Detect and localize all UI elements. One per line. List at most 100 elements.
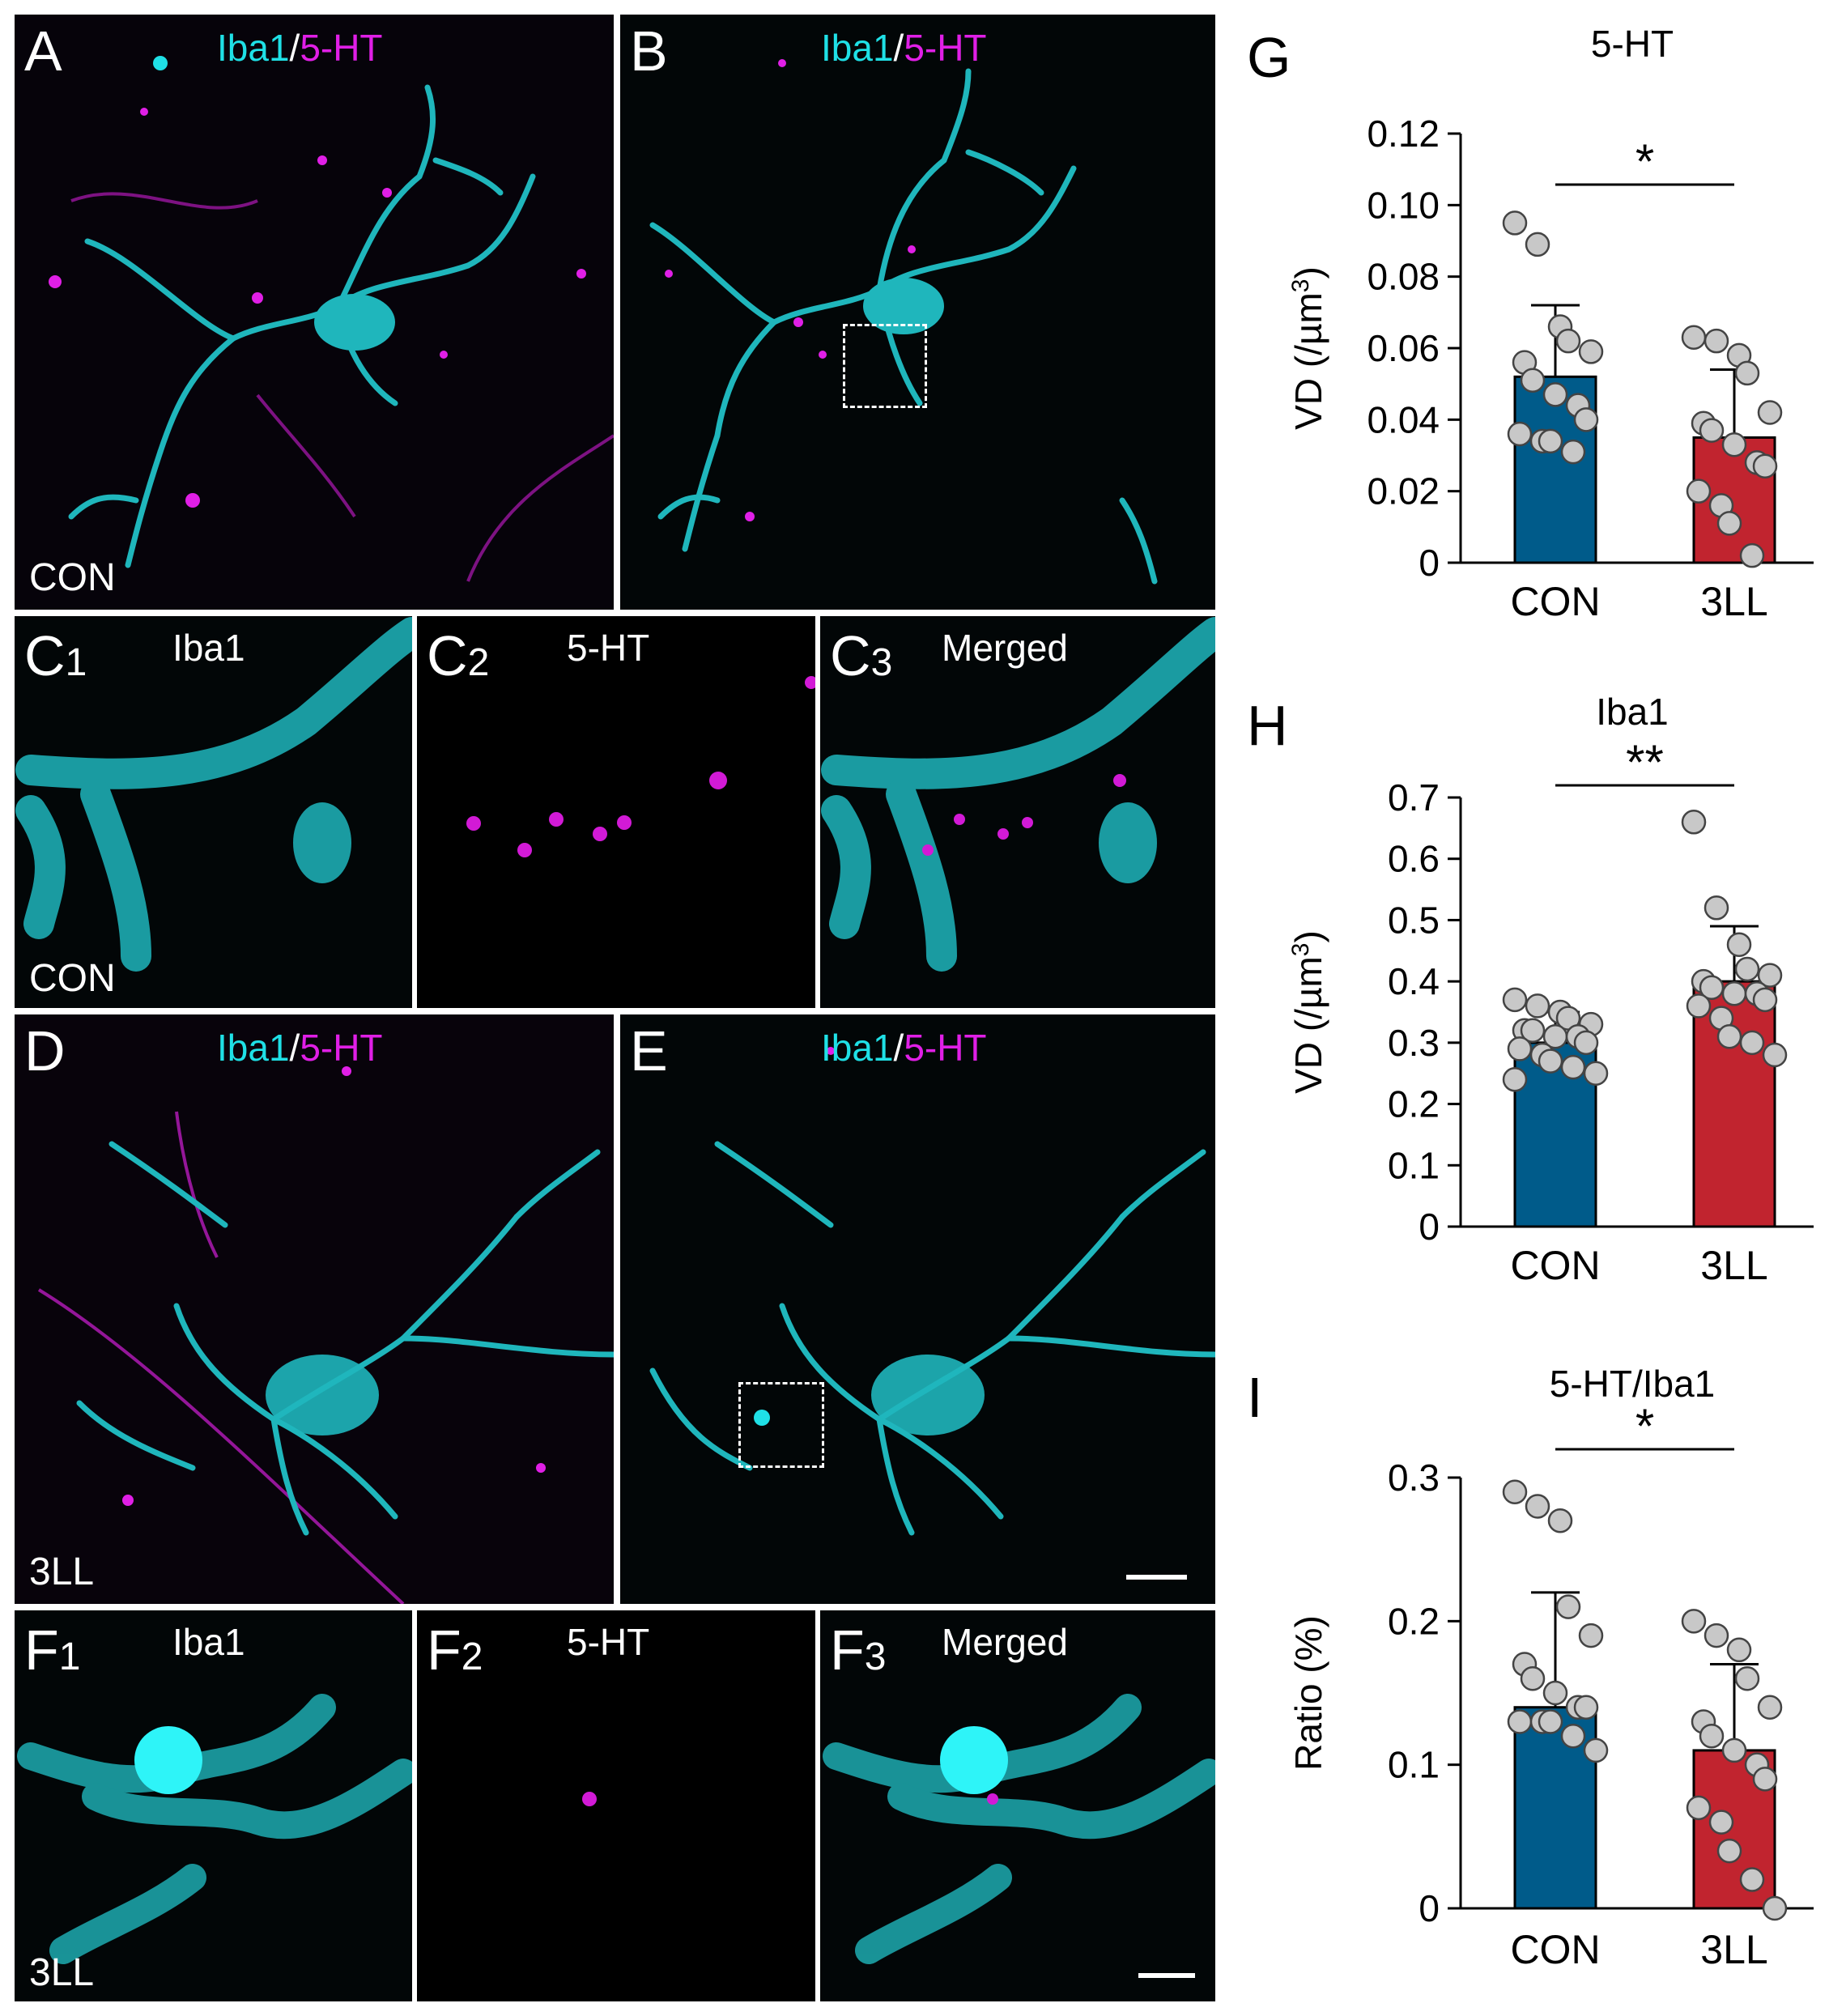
data-point bbox=[1542, 382, 1568, 407]
data-point bbox=[1583, 1061, 1609, 1086]
data-point bbox=[1525, 232, 1550, 257]
data-point bbox=[1739, 1867, 1765, 1892]
data-point bbox=[1538, 428, 1563, 454]
y-tick-label: 0.06 bbox=[1367, 327, 1440, 369]
channel-label-b: Iba1/5-HT bbox=[821, 27, 987, 69]
channel-label-c1: Iba1 bbox=[172, 627, 245, 669]
channel-label-d: Iba1/5-HT bbox=[217, 1027, 383, 1069]
data-point bbox=[1739, 542, 1765, 568]
x-tick-label-3ll: 3LL bbox=[1700, 579, 1767, 624]
x-tick-label-3ll: 3LL bbox=[1700, 1927, 1767, 1972]
chart-title: Iba1 bbox=[1596, 691, 1669, 733]
data-point bbox=[1542, 1680, 1568, 1706]
data-point bbox=[1716, 511, 1742, 536]
significance-marker: * bbox=[1635, 1399, 1654, 1453]
data-point bbox=[1520, 1666, 1546, 1691]
channel-label-a: Iba1/5-HT bbox=[217, 27, 383, 69]
data-point bbox=[1752, 453, 1778, 478]
channel-label-e: Iba1/5-HT bbox=[821, 1027, 987, 1069]
chart-title: 5-HT bbox=[1591, 23, 1674, 65]
channel-label-f1: Iba1 bbox=[172, 1621, 245, 1663]
data-point bbox=[1721, 1737, 1747, 1763]
region-of-interest-box-e bbox=[738, 1382, 824, 1468]
panel-f2-micrograph: F2 5-HT bbox=[417, 1610, 815, 2001]
panel-f3-micrograph: F3 Merged bbox=[820, 1610, 1215, 2001]
y-axis-label: VD (/µm3) bbox=[1287, 266, 1329, 430]
panel-c3-micrograph: C3 Merged bbox=[820, 616, 1215, 1008]
zoom-image-f3 bbox=[820, 1610, 1215, 2001]
y-tick-label: 0 bbox=[1419, 542, 1440, 584]
data-point bbox=[1547, 1508, 1573, 1533]
significance-marker: ** bbox=[1626, 735, 1664, 789]
panel-label-a: A bbox=[24, 19, 62, 83]
data-point bbox=[1708, 1810, 1734, 1835]
chart-i-ratio: I 5-HT/Iba1 0 0.1 0.2 0.3 Ratio (%) CON 3LL * bbox=[1247, 1363, 1814, 1972]
y-axis-label: Ratio (%) bbox=[1287, 1615, 1329, 1771]
y-tick-label: 0.08 bbox=[1367, 256, 1440, 298]
y-tick-label: 0.7 bbox=[1388, 776, 1440, 819]
y-tick-label: 0 bbox=[1419, 1206, 1440, 1248]
panel-label-f3: F3 bbox=[830, 1618, 887, 1682]
channel-label-c3: Merged bbox=[942, 627, 1068, 669]
condition-label-f1: 3LL bbox=[29, 1951, 95, 1994]
x-tick-label-con: CON bbox=[1510, 579, 1600, 624]
data-point bbox=[1560, 1054, 1586, 1080]
zoom-image-f1 bbox=[15, 1610, 412, 2001]
data-point bbox=[1699, 1723, 1725, 1749]
data-point bbox=[1525, 993, 1550, 1019]
y-tick-label: 0.10 bbox=[1367, 184, 1440, 226]
zoom-image-c1 bbox=[15, 616, 412, 1008]
y-tick-label: 0.04 bbox=[1367, 398, 1440, 440]
x-tick-label-con: CON bbox=[1510, 1243, 1600, 1288]
data-point bbox=[1704, 328, 1729, 354]
panel-b-micrograph: B Iba1/5-HT bbox=[620, 15, 1215, 610]
panel-label-e: E bbox=[630, 1019, 668, 1082]
data-point bbox=[1752, 1767, 1778, 1792]
panel-label-f1: F1 bbox=[24, 1618, 81, 1682]
significance-marker: * bbox=[1635, 134, 1654, 189]
data-point bbox=[1704, 1623, 1729, 1648]
chart-h-iba1: H Iba1 0 0.1 0.2 0.3 0.4 0.5 0.6 0.7 VD (/µm3) CON 3… bbox=[1247, 691, 1814, 1288]
data-point bbox=[1525, 1494, 1550, 1519]
y-tick-label: 0.4 bbox=[1388, 960, 1440, 1002]
panel-a-micrograph: A Iba1/5-HT CON bbox=[15, 15, 614, 610]
panel-d-micrograph: D Iba1/5-HT 3LL bbox=[15, 1014, 614, 1604]
region-of-interest-box-b bbox=[843, 324, 927, 408]
data-point bbox=[1681, 325, 1707, 350]
data-point bbox=[1726, 1637, 1752, 1663]
condition-label-d: 3LL bbox=[29, 1550, 95, 1593]
y-tick-label: 0.1 bbox=[1388, 1744, 1440, 1786]
zoom-image-c3 bbox=[820, 616, 1215, 1008]
panel-e-micrograph: E Iba1/5-HT bbox=[620, 1014, 1215, 1604]
data-point bbox=[1757, 400, 1783, 425]
bar-3ll bbox=[1692, 980, 1776, 1228]
y-tick-label: 0.12 bbox=[1367, 113, 1440, 155]
data-point bbox=[1686, 993, 1712, 1019]
chart-title: 5-HT/Iba1 bbox=[1550, 1363, 1716, 1405]
y-tick-label: 0 bbox=[1419, 1887, 1440, 1929]
data-point bbox=[1560, 1723, 1586, 1749]
data-point bbox=[1560, 439, 1586, 465]
data-point bbox=[1721, 981, 1747, 1006]
data-point bbox=[1739, 1030, 1765, 1056]
data-point bbox=[1573, 1695, 1599, 1720]
channel-label-c2: 5-HT bbox=[567, 627, 650, 669]
y-tick-label: 0.02 bbox=[1367, 470, 1440, 513]
data-point bbox=[1502, 211, 1528, 236]
microglia-image-a bbox=[15, 15, 614, 610]
data-point bbox=[1734, 956, 1760, 982]
data-point bbox=[1507, 421, 1533, 447]
data-point bbox=[1573, 1030, 1599, 1056]
data-point bbox=[1686, 1795, 1712, 1821]
data-point bbox=[1721, 432, 1747, 457]
channel-label-f3: Merged bbox=[942, 1621, 1068, 1663]
panel-label-g: G bbox=[1247, 26, 1291, 89]
y-tick-label: 0.6 bbox=[1388, 838, 1440, 880]
data-point bbox=[1583, 1737, 1609, 1763]
data-point bbox=[1502, 1479, 1528, 1504]
data-point bbox=[1538, 1048, 1563, 1074]
zoom-image-c2 bbox=[417, 616, 815, 1008]
data-point bbox=[1716, 1838, 1742, 1864]
condition-label-c1: CON bbox=[29, 957, 116, 1000]
panel-label-c1: C1 bbox=[24, 624, 87, 687]
